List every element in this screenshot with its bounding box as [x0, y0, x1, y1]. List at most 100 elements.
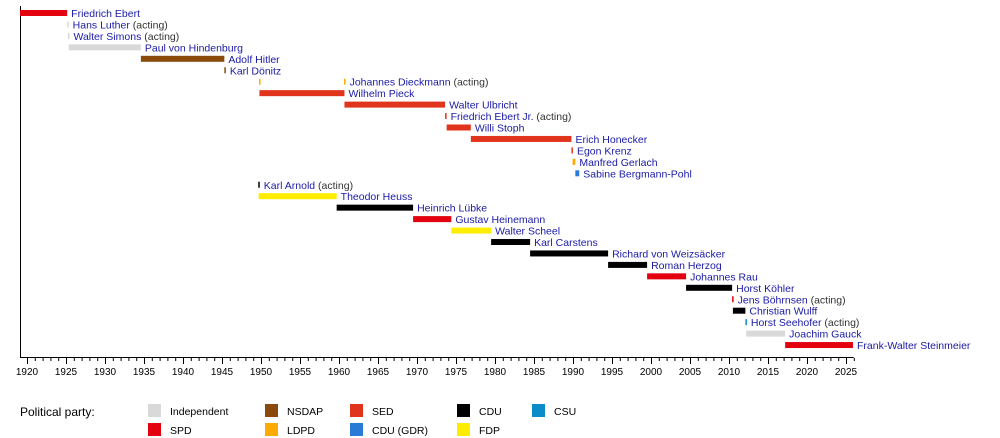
president-label[interactable]: Manfred Gerlach — [579, 157, 657, 169]
president-label[interactable]: Paul von Hindenburg — [145, 42, 243, 54]
x-tick-label: 1930 — [94, 367, 117, 378]
legend-swatch — [457, 423, 470, 436]
x-tick-label: 1965 — [367, 367, 390, 378]
term-bar — [746, 330, 786, 337]
legend-item: CDU — [457, 404, 502, 418]
x-tick-label: 1945 — [211, 367, 234, 378]
term-bar — [344, 101, 446, 108]
president-label[interactable]: Johannes Rau — [690, 271, 758, 283]
acting-note: (acting) — [808, 294, 846, 306]
legend-swatch — [532, 404, 545, 417]
timeline-row: Erich Honecker — [470, 134, 648, 146]
timeline-row: Gustav Heinemann — [413, 214, 545, 226]
x-tick-label: 1980 — [484, 367, 507, 378]
term-bar — [530, 250, 609, 257]
president-label[interactable]: Walter Simons (acting) — [73, 31, 179, 43]
term-bar — [745, 319, 747, 326]
term-bar — [686, 284, 733, 291]
president-label[interactable]: Walter Scheel — [495, 226, 560, 238]
legend-label: FDP — [479, 425, 500, 437]
term-bar — [732, 296, 734, 303]
timeline-row: Willi Stoph — [446, 123, 525, 135]
acting-note: (acting) — [141, 31, 179, 43]
legend-label: SED — [372, 406, 394, 418]
president-label[interactable]: Horst Köhler — [736, 283, 795, 295]
legend-item: FDP — [457, 423, 500, 437]
term-bar — [491, 239, 531, 245]
timeline-row: Paul von Hindenburg — [68, 42, 243, 54]
term-bar — [19, 10, 68, 16]
timeline-row: Roman Herzog — [608, 260, 722, 272]
president-label[interactable]: Theodor Heuss — [341, 191, 413, 203]
acting-note: (acting) — [130, 19, 168, 31]
legend-label: CDU (GDR) — [372, 425, 428, 437]
president-label[interactable]: Sabine Bergmann-Pohl — [583, 168, 692, 180]
president-label[interactable]: Friedrich Ebert Jr. (acting) — [451, 111, 572, 123]
timeline-row: Richard von Weizsäcker — [530, 248, 726, 260]
timeline-row: Hans Luther (acting) — [67, 19, 168, 31]
x-tick-label: 2015 — [757, 367, 780, 378]
acting-note: (acting) — [822, 317, 860, 329]
x-tick-label: 2010 — [718, 367, 741, 378]
president-label[interactable]: Willi Stoph — [475, 123, 525, 135]
acting-note: (acting) — [315, 180, 353, 192]
term-bar — [470, 135, 572, 142]
president-label[interactable]: Christian Wulff — [749, 306, 817, 318]
x-tick-label: 2020 — [796, 367, 819, 378]
legend-swatch — [350, 404, 363, 417]
president-label[interactable]: Roman Herzog — [651, 260, 722, 272]
legend-item: SED — [350, 404, 394, 418]
president-label[interactable]: Walter Ulbricht — [449, 100, 518, 112]
timeline-row: Jens Böhrnsen (acting) — [732, 294, 846, 306]
timeline-row: Sabine Bergmann-Pohl — [575, 168, 692, 180]
x-tick-label: 2000 — [640, 367, 663, 378]
president-label[interactable]: Egon Krenz — [577, 145, 632, 157]
term-bar — [67, 21, 69, 28]
term-bar — [608, 261, 648, 268]
president-label[interactable]: Johannes Dieckmann (acting) — [350, 77, 489, 89]
x-tick-label: 1920 — [16, 367, 39, 378]
president-label[interactable]: Joachim Gauck — [789, 329, 862, 341]
timeline-row: Frank-Walter Steinmeier — [785, 340, 971, 352]
x-tick-label: 1935 — [133, 367, 156, 378]
acting-note: (acting) — [533, 111, 571, 123]
president-label[interactable]: Friedrich Ebert — [71, 8, 140, 20]
term-bar — [732, 307, 746, 314]
president-label[interactable]: Horst Seehofer (acting) — [751, 317, 860, 329]
president-label[interactable]: Jens Böhrnsen (acting) — [738, 294, 846, 306]
term-bar — [140, 55, 225, 62]
legend-swatch — [148, 423, 161, 436]
timeline-row: Wilhelm Pieck — [259, 88, 415, 100]
legend-title: Political party: — [20, 405, 95, 419]
term-bar — [413, 216, 452, 223]
president-label[interactable]: Gustav Heinemann — [455, 214, 545, 226]
term-bar — [344, 78, 346, 85]
term-bar — [68, 44, 141, 51]
x-tick-label: 2025 — [835, 367, 858, 378]
term-bar — [446, 124, 471, 131]
timeline-row: Horst Köhler — [686, 283, 795, 295]
legend-item: Independent — [148, 404, 228, 418]
timeline-row: Manfred Gerlach — [572, 157, 658, 169]
president-label[interactable]: Heinrich Lübke — [417, 203, 487, 215]
president-label[interactable]: Karl Dönitz — [230, 65, 281, 77]
timeline-row: Christian Wulff — [732, 306, 817, 318]
president-label[interactable]: Adolf Hitler — [228, 54, 280, 66]
president-label[interactable]: Richard von Weizsäcker — [612, 248, 726, 260]
x-tick-label: 2005 — [679, 367, 702, 378]
term-bar — [67, 32, 70, 39]
legend-label: CDU — [479, 406, 502, 418]
term-bar — [571, 147, 573, 154]
term-bar — [451, 227, 492, 234]
president-label[interactable]: Karl Carstens — [534, 237, 598, 249]
president-label[interactable]: Hans Luther (acting) — [73, 19, 168, 31]
timeline-row: Karl Dönitz — [224, 65, 281, 77]
president-label[interactable]: Wilhelm Pieck — [348, 88, 415, 100]
president-label[interactable]: Erich Honecker — [575, 134, 647, 146]
legend-item: LDPD — [265, 423, 315, 437]
x-tick-label: 1955 — [289, 367, 312, 378]
president-label[interactable]: Karl Arnold (acting) — [264, 180, 353, 192]
x-tick-label: 1990 — [562, 367, 585, 378]
president-label[interactable]: Frank-Walter Steinmeier — [857, 340, 971, 352]
